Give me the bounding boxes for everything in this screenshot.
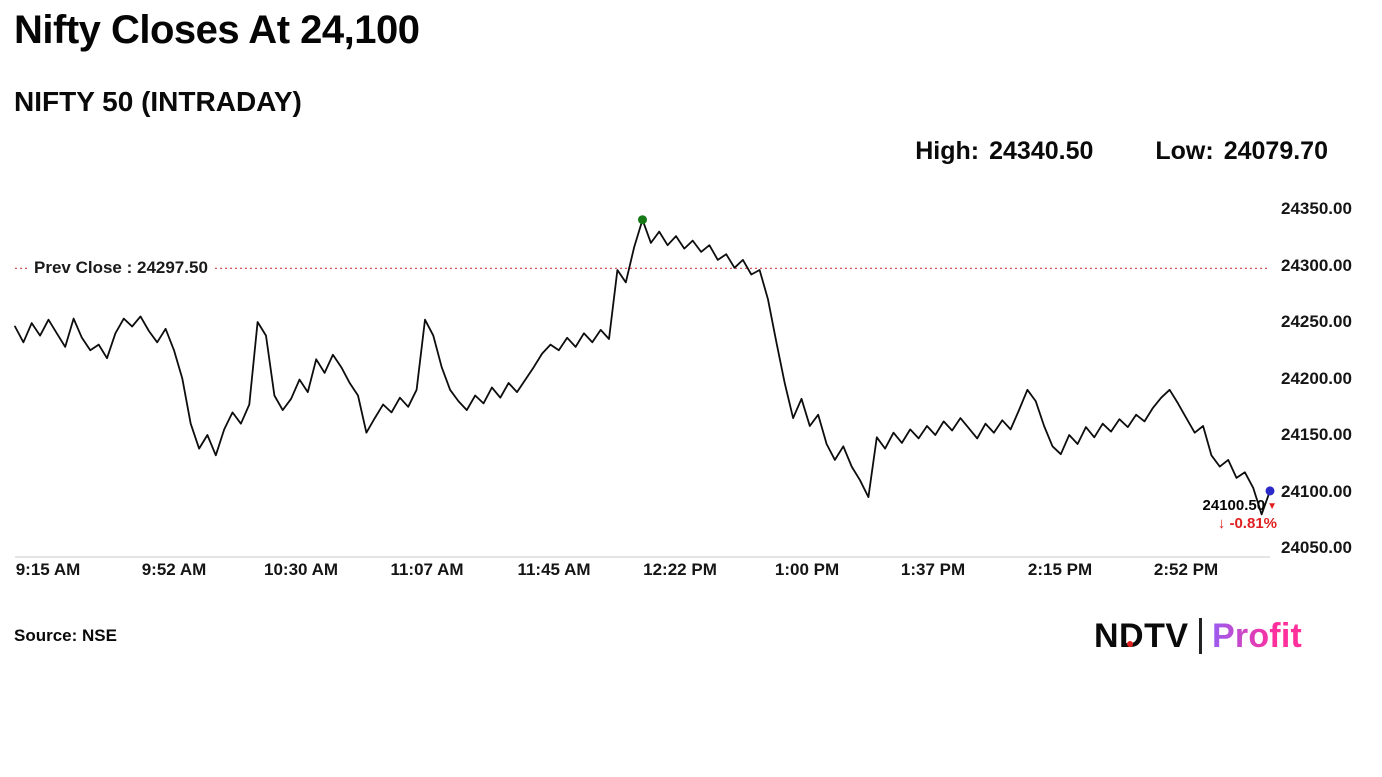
change-percent-value: -0.81% (1229, 515, 1277, 532)
high-value: 24340.50 (989, 137, 1094, 165)
high-point-dot (638, 215, 647, 225)
x-tick-label: 9:52 AM (141, 560, 207, 579)
y-tick-label: 24250.00 (1281, 312, 1352, 331)
x-tick-label: 1:37 PM (900, 560, 966, 579)
y-tick-label: 24100.00 (1281, 482, 1352, 501)
low-label: Low: (1155, 137, 1214, 165)
ndtv-logo-text: NDTV (1093, 616, 1189, 655)
last-price-annotation: 24100.50 ▼ ↓ -0.81% (1203, 497, 1277, 532)
x-tick-label: 11:45 AM (517, 560, 591, 579)
prev-close-label: Prev Close : 24297.50 (30, 256, 215, 280)
page-title: Nifty Closes At 24,100 (14, 8, 420, 52)
high-low-row: High: 24340.50 Low: 24079.70 (915, 137, 1328, 166)
high-label: High: (915, 137, 980, 165)
down-marker-icon: ▼ (1267, 501, 1277, 512)
y-tick-label: 24350.00 (1281, 199, 1352, 218)
y-tick-label: 24050.00 (1281, 538, 1352, 557)
source-label: Source: NSE (14, 626, 117, 645)
x-tick-label: 11:07 AM (390, 560, 464, 579)
y-tick-label: 24150.00 (1281, 425, 1352, 444)
last-point-dot (1265, 486, 1275, 496)
ndtv-profit-logo: NDTV Profit (1094, 614, 1302, 658)
high-stat: High: 24340.50 (915, 137, 1093, 166)
profit-logo-text: Profit (1212, 616, 1302, 655)
x-tick-label: 9:15 AM (15, 560, 81, 579)
ndtv-logo: NDTV (1094, 617, 1189, 656)
ndtv-red-dot-icon (1126, 640, 1133, 647)
chart-subtitle: NIFTY 50 (INTRADAY) (14, 86, 302, 117)
last-price-text: 24100.50 (1202, 497, 1266, 514)
low-stat: Low: 24079.70 (1155, 137, 1328, 166)
y-tick-label: 24200.00 (1281, 369, 1352, 388)
y-tick-label: 24300.00 (1281, 256, 1352, 275)
x-tick-label: 1:00 PM (774, 560, 840, 579)
last-price-value: 24100.50 ▼ (1203, 497, 1277, 514)
logo-divider (1198, 618, 1203, 654)
low-value: 24079.70 (1223, 137, 1328, 165)
down-arrow-icon: ↓ (1217, 515, 1226, 532)
x-tick-label: 10:30 AM (263, 560, 339, 579)
x-tick-label: 12:22 PM (643, 560, 717, 579)
x-tick-label: 2:52 PM (1153, 560, 1219, 579)
change-percent: ↓ -0.81% (1203, 515, 1277, 532)
x-tick-label: 2:15 PM (1027, 560, 1093, 579)
